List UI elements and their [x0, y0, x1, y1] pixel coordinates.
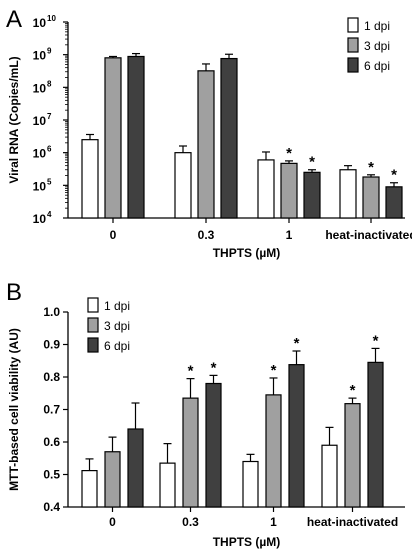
panel-b-significance-star: * [294, 335, 300, 352]
panel-b-legend-swatch [87, 317, 99, 333]
panel-a-y-tick-label: 10 [33, 81, 47, 95]
panel-b-y-tick-label: 0.5 [43, 468, 60, 482]
panel-b-bar [288, 364, 305, 508]
panel-b-significance-star: * [211, 359, 217, 376]
panel-b-x-tick-label: 0 [109, 515, 116, 529]
panel-b-bar [182, 397, 199, 508]
panel-a-x-tick-label: 0.3 [198, 228, 215, 242]
panel-b-bar [104, 451, 121, 508]
panel-b-legend-swatch [87, 337, 99, 353]
panel-b-bar [205, 382, 222, 508]
panel-b-y-tick-label: 0.4 [43, 500, 60, 514]
panel-a-bar [127, 55, 145, 219]
panel-a-significance-star: * [309, 154, 315, 171]
panel-a-y-tick-label: 10 [33, 147, 47, 161]
panel-a-y-tick-base: 10 [33, 16, 47, 30]
panel-a-bar [385, 186, 403, 219]
panel-a-bar [257, 159, 275, 219]
panel-b-bar [159, 462, 176, 508]
panel-a-y-tick-exp: 9 [47, 47, 52, 56]
panel-a-bar [339, 169, 357, 219]
panel-a-x-tick-label: 0 [110, 228, 117, 242]
panel-a-y-tick-exp: 5 [47, 177, 52, 186]
panel-b-bar [127, 428, 144, 508]
panel-a-y-tick-base: 10 [33, 147, 47, 161]
panel-b-significance-star: * [271, 362, 277, 379]
panel-b-bar [265, 394, 282, 508]
panel-a-y-tick-exp: 8 [47, 79, 52, 88]
panel-b-y-axis-title: MTT-based cell viability (AU) [7, 328, 21, 491]
panel-b-bar [367, 361, 384, 508]
panel-a-significance-star: * [391, 167, 397, 184]
panel-a-y-tick-base: 10 [33, 114, 47, 128]
panel-a-y-tick-exp: 10 [47, 14, 56, 23]
panel-b-bar [321, 444, 338, 508]
panel-a-legend-swatch [347, 17, 359, 33]
panel-a-y-axis-title: Viral RNA (Copies/mL) [7, 56, 21, 183]
panel-b-chart: 0.4 0.5 0.6 0.7 0.8 0.9 1.0 0 * * 0.3 * * 1 * * heat-ina… [7, 297, 405, 549]
panel-a-y-tick-exp: 7 [47, 112, 52, 121]
panel-a-y-tick-exp: 4 [47, 210, 52, 219]
panel-b-legend-label: 1 dpi [104, 299, 130, 313]
panel-a-bar [104, 57, 122, 219]
panel-a-bar [174, 152, 192, 219]
panel-a-y-tick-label: 10 [33, 16, 47, 30]
panel-a-y-tick-label: 10 [33, 49, 47, 63]
panel-b-legend-label: 6 dpi [104, 339, 130, 353]
panel-a-legend-label: 1 dpi [364, 19, 390, 33]
panel-b-x-tick-label: heat-inactivated [307, 515, 398, 529]
panel-b-x-tick-label: 0.3 [182, 515, 199, 529]
panel-a-legend-swatch [347, 57, 359, 73]
panel-a-y-tick-base: 10 [33, 179, 47, 193]
panel-a-bar [197, 70, 215, 219]
panel-a-y-tick-exp: 6 [47, 145, 52, 154]
panel-a-bar [362, 176, 380, 219]
panel-a-significance-star: * [368, 159, 374, 176]
panel-a-bar [303, 171, 321, 219]
panel-b-legend-label: 3 dpi [104, 319, 130, 333]
panel-a-letter: A [6, 6, 22, 33]
panel-a-y-tick-label: 10 [33, 212, 47, 226]
panel-b-y-tick-label: 0.9 [43, 338, 60, 352]
panel-a-y-tick-label: 10 [33, 179, 47, 193]
panel-a-x-tick-label: 1 [286, 228, 293, 242]
panel-a-y-tick-label: 10 [33, 114, 47, 128]
panel-b-x-axis-title: THPTS (µM) [213, 535, 281, 549]
panel-a-bar [81, 139, 99, 219]
panel-b-bar [81, 470, 98, 508]
panel-b-y-tick-label: 0.8 [43, 370, 60, 384]
panel-b-y-tick-label: 0.6 [43, 435, 60, 449]
panel-a-significance-star: * [286, 145, 292, 162]
panel-b-significance-star: * [373, 332, 379, 349]
panel-a-legend-label: 6 dpi [364, 59, 390, 73]
panel-a-bar [220, 57, 238, 219]
panel-b-x-tick-label: 1 [270, 515, 277, 529]
panel-b-significance-star: * [350, 382, 356, 399]
panel-a-bar [280, 162, 298, 219]
panel-b-bar [242, 460, 259, 508]
panel-a-y-tick-base: 10 [33, 81, 47, 95]
panel-b-y-tick-label: 1.0 [43, 305, 60, 319]
panel-b-letter: B [6, 279, 22, 306]
panel-a-y-tick-base: 10 [33, 49, 47, 63]
panel-b-significance-star: * [188, 363, 194, 380]
panel-a-legend-swatch [347, 37, 359, 53]
panel-b-bar [344, 403, 361, 508]
panel-a-x-tick-label: heat-inactivated [325, 228, 412, 242]
panel-a-legend-label: 3 dpi [364, 39, 390, 53]
panel-a-x-axis-title: THPTS (µM) [213, 246, 281, 260]
panel-a-y-tick-base: 10 [33, 212, 47, 226]
panel-b-legend-swatch [87, 297, 99, 313]
panel-b-y-tick-label: 0.7 [43, 403, 60, 417]
